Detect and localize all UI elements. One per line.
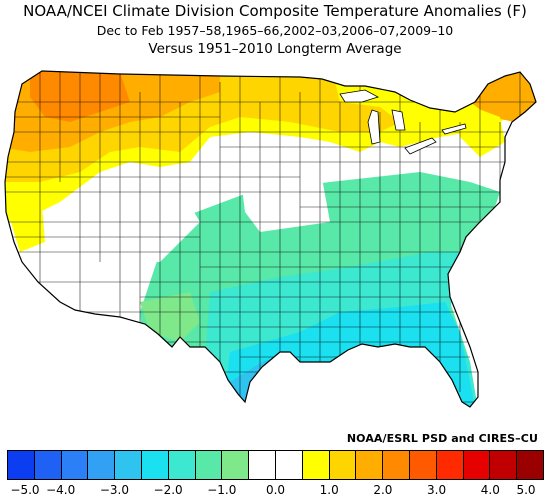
legend-tick-label: −5.0 bbox=[10, 483, 40, 497]
legend-swatch bbox=[356, 451, 384, 479]
legend-tick-label: 2.0 bbox=[373, 483, 393, 497]
legend-tick-label: −1.0 bbox=[207, 483, 237, 497]
legend-swatch bbox=[329, 451, 357, 479]
lake-erie bbox=[404, 137, 437, 155]
region-neutral-plains bbox=[240, 167, 330, 232]
region-slight-cool-sw bbox=[140, 292, 200, 342]
legend-swatch bbox=[275, 451, 303, 479]
color-legend bbox=[7, 450, 544, 480]
legend-swatch bbox=[436, 451, 464, 479]
title-line-3: Versus 1951–2010 Longterm Average bbox=[148, 41, 402, 57]
legend-tick-labels: −5.0 −4.0 −3.0 −2.0 −1.0 0.0 1.0 2.0 3.0 4.0 5.0 bbox=[0, 483, 550, 497]
lake-huron bbox=[391, 109, 406, 131]
legend-swatch bbox=[168, 451, 196, 479]
lake-superior bbox=[339, 89, 380, 103]
region-neutral-west bbox=[90, 172, 200, 262]
legend-tick-label: 3.0 bbox=[427, 483, 447, 497]
legend-tick-label: 0.0 bbox=[265, 483, 286, 497]
title-block: NOAA/NCEI Climate Division Composite Tem… bbox=[0, 2, 550, 59]
lake-ontario bbox=[441, 123, 467, 135]
legend-swatch bbox=[517, 451, 543, 479]
region-slight-warm-newengland bbox=[460, 102, 505, 157]
legend-swatch bbox=[383, 451, 410, 479]
legend-tick-label: 5.0 bbox=[516, 483, 536, 497]
legend-tick-label: 4.0 bbox=[480, 483, 500, 497]
legend-swatch bbox=[141, 451, 169, 479]
legend-swatch bbox=[463, 451, 491, 479]
lake-michigan bbox=[367, 109, 381, 145]
legend-tick-label: −3.0 bbox=[99, 483, 129, 497]
legend-swatch bbox=[61, 451, 89, 479]
credit-label: NOAA/ESRL PSD and CIRES–CU bbox=[346, 432, 538, 445]
legend-swatch bbox=[249, 451, 276, 479]
region-slight-warm-california bbox=[5, 182, 45, 252]
legend-swatch bbox=[195, 451, 223, 479]
legend-swatch bbox=[490, 451, 518, 479]
legend-swatch bbox=[115, 451, 142, 479]
legend-swatch bbox=[34, 451, 62, 479]
legend-swatch bbox=[409, 451, 437, 479]
title-line-1: NOAA/NCEI Climate Division Composite Tem… bbox=[23, 2, 527, 20]
legend-tick-label: −2.0 bbox=[153, 483, 183, 497]
legend-tick-label: 1.0 bbox=[319, 483, 339, 497]
legend-swatch bbox=[302, 451, 330, 479]
legend-swatch bbox=[88, 451, 116, 479]
legend-swatch bbox=[8, 451, 35, 479]
title-line-2: Dec to Feb 1957–58,1965–66,2002–03,2006–… bbox=[96, 23, 454, 38]
legend-swatch bbox=[222, 451, 250, 479]
us-anomaly-map bbox=[4, 70, 537, 408]
legend-tick-label: −4.0 bbox=[46, 483, 76, 497]
